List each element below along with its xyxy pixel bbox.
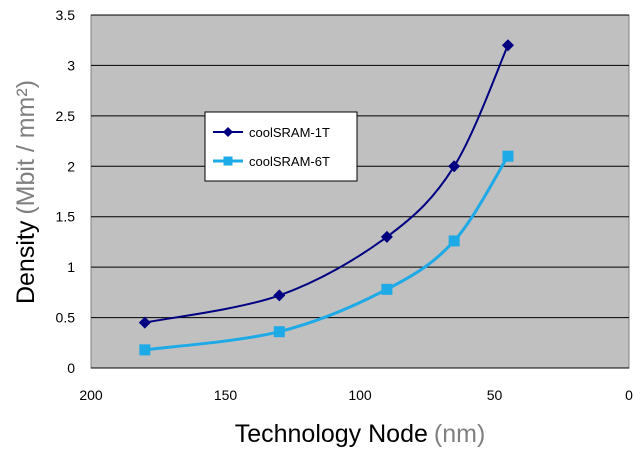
point-6t-4 — [502, 150, 514, 162]
x-tick-label: 100 — [348, 387, 372, 403]
legend: coolSRAM-1T coolSRAM-6T — [204, 111, 358, 182]
x-tick-label: 50 — [487, 387, 503, 403]
x-axis-title-main: Technology Node — [235, 420, 428, 448]
gridlines — [91, 14, 629, 369]
plot-area — [90, 14, 630, 369]
legend-entry-6t: coolSRAM-6T — [213, 154, 330, 169]
x-tick-label: 150 — [214, 387, 238, 403]
y-tick-label: 1 — [67, 259, 75, 275]
y-tick-label: 0.5 — [56, 310, 76, 326]
point-6t-0 — [139, 344, 151, 356]
y-tick-label: 3.5 — [56, 7, 76, 23]
x-axis-title-unit: (nm) — [434, 420, 485, 448]
point-1t-3 — [448, 160, 461, 173]
legend-box — [204, 111, 358, 182]
y-tick-label: 1.5 — [56, 209, 76, 225]
tick-labels: 0 0.5 1 1.5 2 2.5 3 3.5 200 150 100 50 0 — [56, 7, 634, 403]
point-1t-1 — [273, 289, 286, 302]
point-1t-0 — [138, 316, 151, 329]
x-tick-label: 0 — [625, 387, 633, 403]
point-6t-3 — [448, 235, 460, 247]
legend-square-marker — [223, 156, 233, 166]
point-1t-2 — [380, 230, 393, 243]
y-axis-title-main: Density — [12, 220, 40, 304]
legend-label-6t: coolSRAM-6T — [249, 154, 330, 169]
point-1t-4 — [501, 39, 514, 52]
y-axis-title-unit: (Mbit / mm²) — [12, 80, 40, 215]
series-group — [138, 39, 514, 356]
point-6t-1 — [273, 326, 285, 338]
point-6t-2 — [381, 283, 393, 295]
x-axis-title: Technology Node (nm) — [235, 420, 486, 448]
y-tick-label: 2.5 — [56, 108, 76, 124]
y-tick-label: 3 — [67, 57, 75, 73]
y-tick-label: 2 — [67, 158, 75, 174]
legend-entry-1t: coolSRAM-1T — [213, 125, 330, 140]
y-tick-label: 0 — [67, 360, 75, 376]
y-axis-title: Density (Mbit / mm²) — [12, 80, 40, 304]
legend-label-1t: coolSRAM-1T — [249, 125, 330, 140]
x-tick-label: 200 — [79, 387, 103, 403]
legend-diamond-marker — [223, 127, 233, 137]
